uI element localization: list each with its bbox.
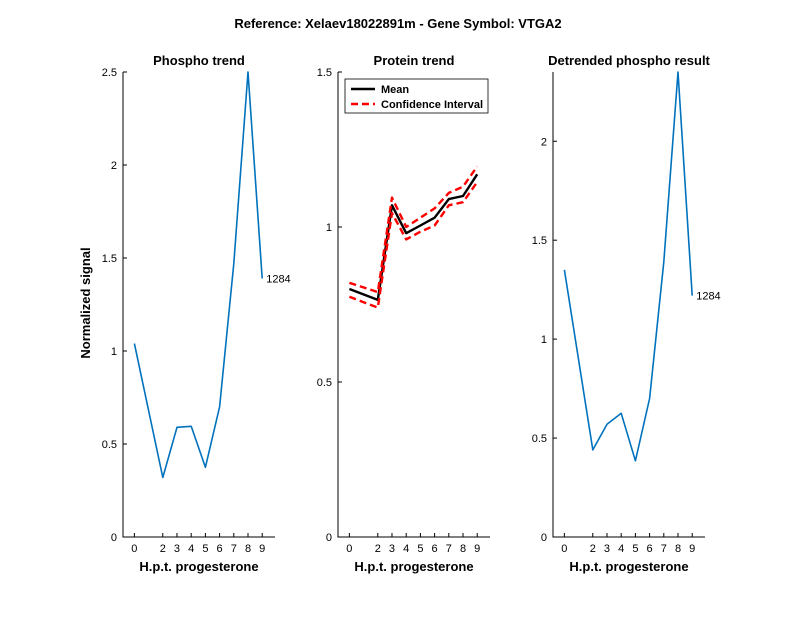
x-tick-label: 4 xyxy=(403,543,409,555)
x-tick-label: 9 xyxy=(259,543,265,555)
x-tick-label: 2 xyxy=(590,543,596,555)
y-tick-label: 1 xyxy=(326,222,332,234)
y-tick-label: 2 xyxy=(541,136,547,148)
x-tick-label: 3 xyxy=(604,543,610,555)
x-tick-label: 8 xyxy=(460,543,466,555)
y-tick-label: 1 xyxy=(111,346,117,358)
y-axis-label: Normalized signal xyxy=(78,247,93,358)
y-tick-label: 0 xyxy=(541,532,547,544)
x-tick-label: 4 xyxy=(188,543,194,555)
x-tick-label: 5 xyxy=(417,543,423,555)
series-end-label: 1284 xyxy=(266,273,290,285)
x-tick-label: 5 xyxy=(632,543,638,555)
x-tick-label: 6 xyxy=(647,543,653,555)
series-line xyxy=(133,71,263,479)
x-tick-label: 2 xyxy=(160,543,166,555)
x-axis-label: H.p.t. progesterone xyxy=(139,559,258,574)
legend-box xyxy=(344,78,489,114)
y-tick-label: 0.5 xyxy=(102,439,117,451)
x-tick-label: 0 xyxy=(346,543,352,555)
x-axis-label: H.p.t. progesterone xyxy=(569,559,688,574)
series-line xyxy=(563,71,693,462)
x-axis-label: H.p.t. progesterone xyxy=(354,559,473,574)
y-tick-label: 0 xyxy=(326,532,332,544)
y-tick-label: 1.5 xyxy=(317,67,332,79)
legend: Mean Confidence Interval xyxy=(344,78,489,114)
y-tick-label: 0 xyxy=(111,532,117,544)
x-tick-label: 0 xyxy=(131,543,137,555)
mean-line xyxy=(348,173,479,302)
y-tick-label: 1 xyxy=(541,334,547,346)
x-tick-label: 0 xyxy=(561,543,567,555)
legend-label-mean: Mean xyxy=(381,84,409,96)
panel-title: Detrended phospho result xyxy=(548,53,710,68)
y-tick-label: 2.5 xyxy=(102,67,117,79)
x-tick-label: 7 xyxy=(446,543,452,555)
x-tick-label: 7 xyxy=(231,543,237,555)
panel-title: Protein trend xyxy=(374,53,455,68)
confidence-interval-line xyxy=(349,165,479,294)
y-tick-label: 1.5 xyxy=(102,253,117,265)
x-tick-label: 3 xyxy=(174,543,180,555)
legend-label-ci: Confidence Interval xyxy=(381,99,483,111)
y-tick-label: 2 xyxy=(111,160,117,172)
y-tick-label: 0.5 xyxy=(317,377,332,389)
x-tick-label: 9 xyxy=(474,543,480,555)
series-end-label: 1284 xyxy=(696,291,720,303)
x-tick-label: 6 xyxy=(432,543,438,555)
confidence-interval-line xyxy=(348,181,479,309)
y-tick-label: 0.5 xyxy=(532,433,547,445)
panel-2: Protein trend 0 0.5 1 1.5 0 2 3 4 5 6 7 8 9H.p.t. pro… xyxy=(317,53,490,574)
x-tick-label: 3 xyxy=(389,543,395,555)
x-tick-label: 7 xyxy=(661,543,667,555)
x-tick-label: 8 xyxy=(245,543,251,555)
x-tick-label: 5 xyxy=(202,543,208,555)
x-tick-label: 8 xyxy=(675,543,681,555)
x-tick-label: 9 xyxy=(689,543,695,555)
panel-title: Phospho trend xyxy=(153,53,245,68)
y-tick-label: 1.5 xyxy=(532,235,547,247)
x-tick-label: 4 xyxy=(618,543,624,555)
x-tick-label: 2 xyxy=(375,543,381,555)
figure-suptitle: Reference: Xelaev18022891m - Gene Symbol… xyxy=(234,16,561,31)
x-tick-label: 6 xyxy=(217,543,223,555)
axes-lines xyxy=(337,72,490,538)
